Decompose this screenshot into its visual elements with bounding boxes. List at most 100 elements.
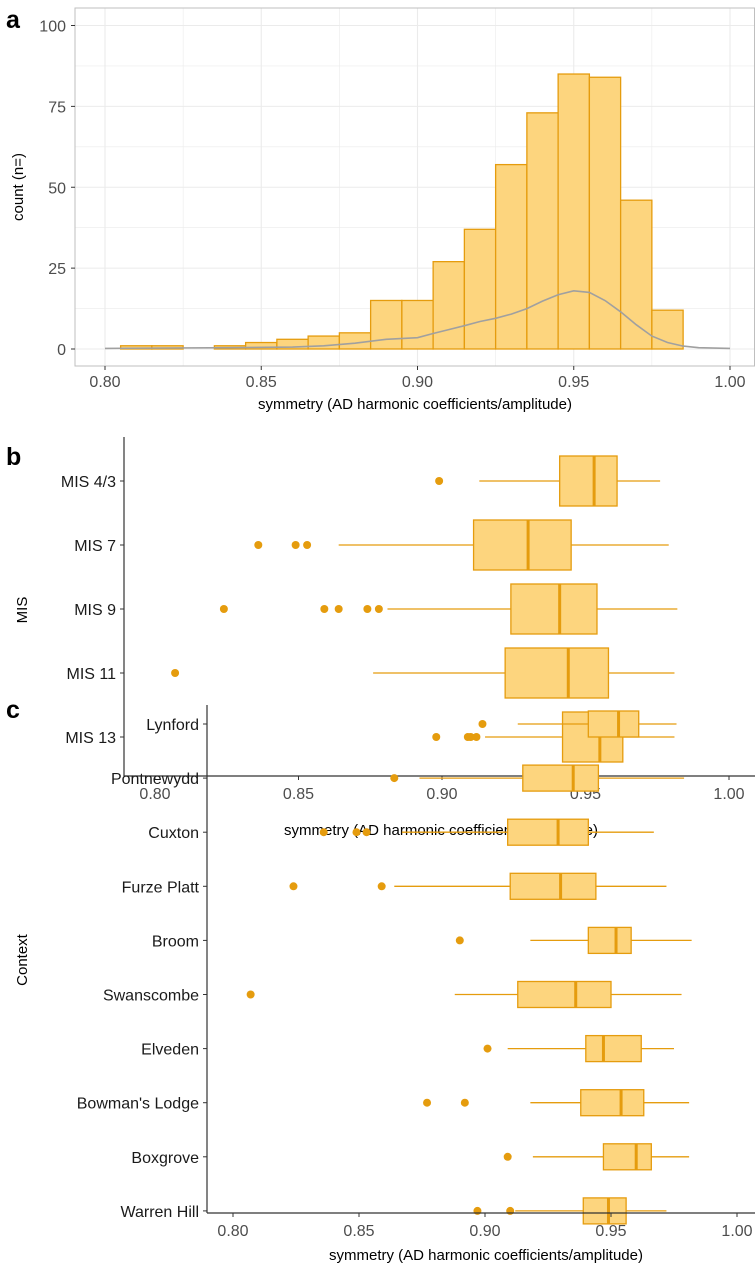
histogram-bar bbox=[307, 335, 341, 350]
box-group bbox=[455, 926, 692, 955]
outlier-point bbox=[503, 1152, 512, 1161]
outlier-point bbox=[455, 936, 464, 945]
y-axis-title: count (n=) bbox=[10, 153, 27, 221]
panel-label: c bbox=[6, 696, 20, 724]
box-iqr bbox=[582, 1197, 627, 1225]
histogram-bar bbox=[588, 76, 622, 350]
outlier-point bbox=[435, 477, 444, 485]
box-group bbox=[171, 647, 675, 699]
histogram-bar bbox=[557, 73, 591, 350]
histogram-bar bbox=[432, 261, 466, 350]
outlier-point bbox=[460, 1098, 469, 1107]
histogram-bar bbox=[369, 299, 403, 350]
outlier-point bbox=[423, 1098, 432, 1107]
x-tick-label: 0.85 bbox=[343, 1223, 374, 1240]
y-axis-title: MIS bbox=[14, 597, 31, 624]
histogram-bar bbox=[494, 163, 528, 350]
box-iqr bbox=[587, 710, 640, 738]
category-label: Boxgrove bbox=[131, 1150, 199, 1167]
outlier-point bbox=[472, 733, 481, 741]
histogram-bar bbox=[338, 332, 372, 350]
box-iqr bbox=[507, 818, 589, 846]
category-label: Elveden bbox=[141, 1042, 199, 1059]
outlier-point bbox=[377, 882, 386, 891]
outlier-point bbox=[374, 605, 383, 613]
outlier-point bbox=[320, 605, 329, 613]
box-group bbox=[473, 1197, 667, 1225]
box-group bbox=[246, 980, 682, 1009]
panel-c: Lynford Pontnewydd Cuxton Furze Platt Broom S… bbox=[6, 696, 755, 1264]
y-tick-label: 100 bbox=[39, 19, 66, 36]
outlier-point bbox=[506, 1206, 515, 1215]
y-tick-label: 50 bbox=[48, 180, 66, 197]
histogram-bar bbox=[526, 112, 559, 350]
y-tick-label: 0 bbox=[57, 342, 66, 359]
outlier-point bbox=[432, 733, 441, 741]
box-group bbox=[390, 764, 685, 792]
outlier-point bbox=[289, 882, 298, 891]
box-group bbox=[503, 1143, 690, 1171]
category-label: Warren Hill bbox=[120, 1204, 199, 1221]
category-label: MIS 7 bbox=[74, 538, 116, 555]
box-group bbox=[483, 1034, 674, 1063]
x-tick-label: 0.90 bbox=[426, 786, 457, 803]
box-iqr bbox=[587, 926, 632, 955]
box-iqr bbox=[602, 1143, 652, 1171]
histogram-bar bbox=[401, 299, 434, 350]
category-label: Furze Platt bbox=[122, 879, 200, 896]
x-tick-label: 0.95 bbox=[558, 374, 589, 391]
outlier-point bbox=[473, 1206, 482, 1215]
x-tick-label: 0.80 bbox=[89, 374, 120, 391]
x-tick-label: 0.90 bbox=[469, 1223, 500, 1240]
x-tick-label: 1.00 bbox=[713, 786, 744, 803]
outlier-point bbox=[483, 1044, 492, 1053]
box-iqr bbox=[522, 764, 600, 792]
x-tick-label: 0.95 bbox=[595, 1223, 626, 1240]
box-group bbox=[423, 1089, 690, 1117]
y-axis-title: Context bbox=[14, 933, 31, 986]
box-iqr bbox=[504, 647, 610, 699]
category-label: Swanscombe bbox=[103, 988, 199, 1005]
outlier-point bbox=[219, 605, 228, 613]
outlier-point bbox=[390, 774, 399, 783]
outlier-point bbox=[303, 541, 312, 549]
category-label: MIS 11 bbox=[67, 666, 117, 683]
x-tick-label: 0.80 bbox=[217, 1223, 248, 1240]
outlier-point bbox=[466, 733, 475, 741]
box-iqr bbox=[580, 1089, 645, 1117]
density-curve bbox=[104, 289, 731, 350]
outlier-point bbox=[362, 828, 371, 837]
x-axis-title: symmetry (AD harmonic coefficients/ampli… bbox=[258, 396, 572, 413]
x-tick-label: 0.80 bbox=[139, 786, 170, 803]
box-group bbox=[319, 818, 654, 846]
box-group bbox=[289, 872, 667, 900]
category-label: MIS 9 bbox=[74, 602, 116, 619]
category-label: Pontnewydd bbox=[111, 771, 199, 788]
x-tick-label: 1.00 bbox=[714, 374, 745, 391]
outlier-point bbox=[363, 605, 372, 613]
histogram-bar bbox=[619, 199, 653, 350]
box-iqr bbox=[585, 1034, 642, 1063]
outlier-point bbox=[319, 828, 328, 837]
x-axis-title: symmetry (AD harmonic coefficients/ampli… bbox=[329, 1247, 643, 1264]
panel-label: a bbox=[6, 6, 21, 34]
category-label: Broom bbox=[152, 933, 199, 950]
panel-b: MIS 4/3 MIS 7 MIS 9 MIS 11 MIS 13 0.80 0.85 0.9… bbox=[6, 437, 755, 839]
box-group bbox=[254, 519, 669, 571]
outlier-point bbox=[291, 541, 300, 549]
y-tick-label: 75 bbox=[48, 99, 66, 116]
category-label: Bowman's Lodge bbox=[77, 1096, 199, 1113]
x-tick-label: 1.00 bbox=[721, 1223, 752, 1240]
box-iqr bbox=[517, 980, 612, 1009]
x-tick-label: 0.85 bbox=[283, 786, 314, 803]
box-iqr bbox=[510, 583, 598, 635]
x-tick-label: 0.85 bbox=[246, 374, 277, 391]
category-label: Lynford bbox=[146, 717, 199, 734]
outlier-point bbox=[254, 541, 263, 549]
outlier-point bbox=[478, 720, 487, 728]
outlier-point bbox=[246, 990, 255, 999]
category-label: MIS 4/3 bbox=[61, 474, 116, 491]
box-iqr bbox=[509, 872, 597, 900]
y-tick-label: 25 bbox=[48, 261, 66, 278]
